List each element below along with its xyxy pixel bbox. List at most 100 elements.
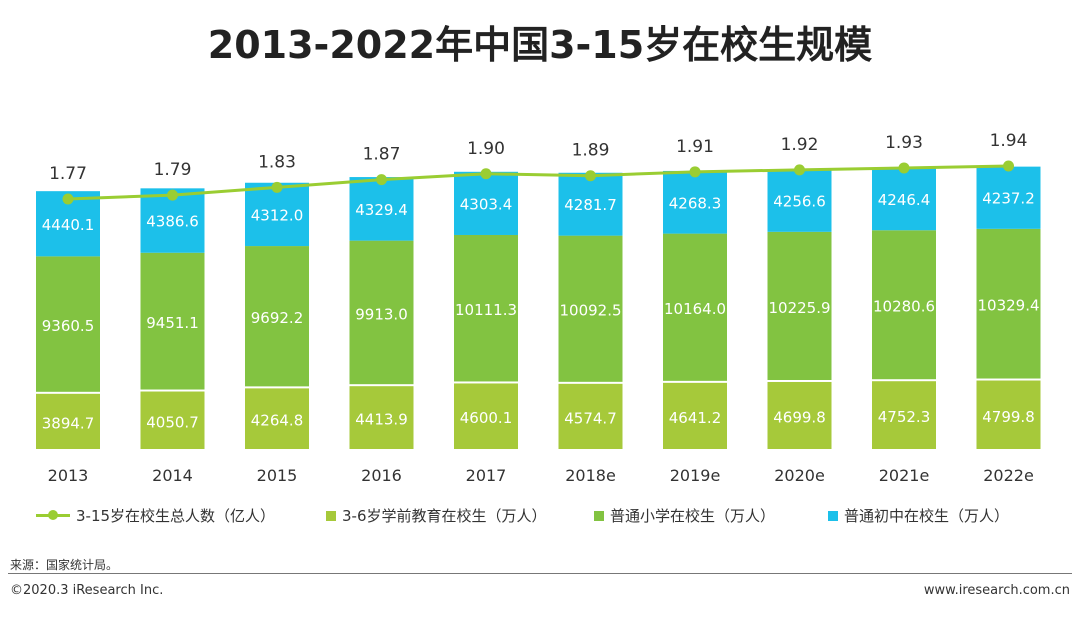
line-point-2015: [271, 181, 283, 193]
line-label-2017: 1.90: [467, 139, 505, 159]
x-tick-label-2015: 2015: [257, 466, 298, 485]
x-tick-label-2020e: 2020e: [774, 466, 825, 485]
bar-preschool-2014: [140, 391, 205, 449]
bar-label-junior-2020e: 4256.6: [773, 193, 826, 211]
bar-label-junior-2014: 4386.6: [146, 213, 199, 231]
bar-primary-2013: [36, 256, 100, 392]
bar-label-preschool-2021e: 4752.3: [878, 408, 931, 426]
legend-item-primary: 普通小学在校生（万人）: [594, 505, 775, 526]
legend: 3-15岁在校生总人数（亿人） 3-6岁学前教育在校生（万人） 普通小学在校生（…: [0, 505, 1080, 531]
bar-label-junior-2022e: 4237.2: [982, 190, 1035, 208]
bar-label-primary-2014: 9451.1: [146, 314, 199, 332]
legend-swatch-preschool: [326, 510, 336, 521]
x-tick-label-2016: 2016: [361, 466, 402, 485]
line-point-2018e: [585, 170, 596, 182]
x-tick-label-2013: 2013: [48, 466, 89, 485]
bar-label-primary-2017: 10111.3: [455, 301, 517, 319]
bar-label-junior-2019e: 4268.3: [669, 194, 722, 212]
website-link[interactable]: www.iresearch.com.cn: [923, 583, 1070, 598]
line-point-2019e: [689, 166, 701, 178]
bar-label-preschool-2020e: 4699.8: [773, 408, 826, 426]
line-label-2018e: 1.89: [572, 141, 610, 161]
line-point-2020e: [794, 164, 805, 176]
bar-primary-2014: [140, 252, 205, 390]
legend-item-total: 3-15岁在校生总人数（亿人）: [36, 505, 275, 526]
bar-primary-2016: [349, 240, 414, 385]
bar-preschool-2022e: [976, 380, 1041, 449]
bar-label-primary-2016: 9913.0: [355, 305, 408, 323]
x-tick-label-2022e: 2022e: [983, 466, 1034, 485]
bar-junior-2020e: [767, 169, 832, 232]
line-label-2013: 1.77: [49, 164, 87, 184]
bar-label-primary-2015: 9692.2: [251, 309, 304, 327]
source-note: 来源：国家统计局。: [10, 558, 119, 572]
bar-preschool-2019e: [663, 382, 727, 449]
bar-label-primary-2019e: 10164.0: [664, 300, 726, 318]
legend-label-junior: 普通初中在校生（万人）: [844, 507, 1010, 525]
bar-preschool-2020e: [767, 381, 832, 449]
line-label-2014: 1.79: [154, 160, 192, 180]
legend-line-marker: [36, 510, 70, 520]
bar-label-junior-2017: 4303.4: [460, 195, 513, 213]
footer-divider: [8, 573, 1072, 574]
total-students-line: [67, 164, 1009, 201]
bar-primary-2022e: [976, 228, 1041, 379]
bar-junior-2018e: [558, 172, 623, 236]
line-point-2014: [167, 189, 178, 201]
bar-primary-2020e: [767, 231, 832, 380]
bar-primary-2015: [245, 246, 309, 387]
bar-label-primary-2020e: 10225.9: [768, 299, 830, 317]
bar-label-preschool-2019e: 4641.2: [669, 409, 722, 427]
bar-primary-2019e: [663, 233, 727, 381]
bar-label-junior-2021e: 4246.4: [878, 191, 931, 209]
bar-label-preschool-2014: 4050.7: [146, 413, 199, 431]
x-tick-label-2019e: 2019e: [670, 466, 721, 485]
legend-swatch-junior: [828, 510, 838, 521]
bar-junior-2015: [245, 182, 309, 247]
bar-preschool-2016: [349, 386, 414, 449]
legend-item-junior: 普通初中在校生（万人）: [828, 505, 1009, 526]
bar-primary-2021e: [872, 230, 936, 380]
bar-preschool-2013: [36, 393, 100, 449]
bar-junior-2017: [454, 171, 518, 235]
bar-junior-2022e: [976, 166, 1041, 229]
bar-primary-2018e: [558, 235, 623, 382]
bar-label-primary-2022e: 10329.4: [977, 297, 1039, 315]
line-label-2020e: 1.92: [781, 135, 819, 155]
stacked-bar-chart: 3894.7 9360.5 4440.1 2013 4050.7 9451.1 4386.6…: [36, 131, 1041, 485]
bar-junior-2021e: [872, 167, 936, 231]
line-point-2022e: [1003, 160, 1014, 172]
copyright: ©2020.3 iResearch Inc.: [10, 583, 164, 598]
bar-label-junior-2018e: 4281.7: [564, 196, 617, 214]
bar-label-primary-2018e: 10092.5: [559, 302, 621, 320]
bar-junior-2019e: [663, 170, 727, 234]
bar-label-preschool-2017: 4600.1: [460, 409, 513, 427]
bar-label-junior-2015: 4312.0: [251, 206, 304, 224]
line-point-2016: [376, 174, 387, 186]
bar-label-preschool-2015: 4264.8: [251, 412, 304, 430]
chart-title: 2013-2022年中国3-15岁在校生规模: [207, 23, 873, 67]
bar-junior-2016: [349, 177, 414, 241]
bar-label-junior-2013: 4440.1: [42, 216, 95, 234]
legend-label-total: 3-15岁在校生总人数（亿人）: [76, 507, 276, 525]
line-label-2019e: 1.91: [676, 137, 714, 157]
bar-label-preschool-2022e: 4799.8: [982, 408, 1035, 426]
bar-label-primary-2021e: 10280.6: [873, 298, 935, 316]
bar-label-junior-2016: 4329.4: [355, 201, 408, 219]
line-point-2021e: [898, 162, 910, 174]
line-label-2022e: 1.94: [990, 131, 1028, 151]
line-point-2013: [62, 193, 74, 205]
bar-label-primary-2013: 9360.5: [42, 317, 95, 335]
x-tick-label-2017: 2017: [466, 466, 507, 485]
bar-primary-2017: [454, 234, 518, 382]
line-label-2021e: 1.93: [885, 133, 923, 153]
bar-preschool-2018e: [558, 383, 623, 449]
x-tick-label-2018e: 2018e: [565, 466, 616, 485]
legend-swatch-primary: [594, 510, 604, 521]
bar-preschool-2017: [454, 383, 518, 449]
line-label-2016: 1.87: [363, 145, 401, 165]
bar-preschool-2015: [245, 388, 309, 449]
legend-label-preschool: 3-6岁学前教育在校生（万人）: [342, 507, 547, 525]
x-tick-label-2014: 2014: [152, 466, 193, 485]
bar-preschool-2021e: [872, 381, 936, 449]
